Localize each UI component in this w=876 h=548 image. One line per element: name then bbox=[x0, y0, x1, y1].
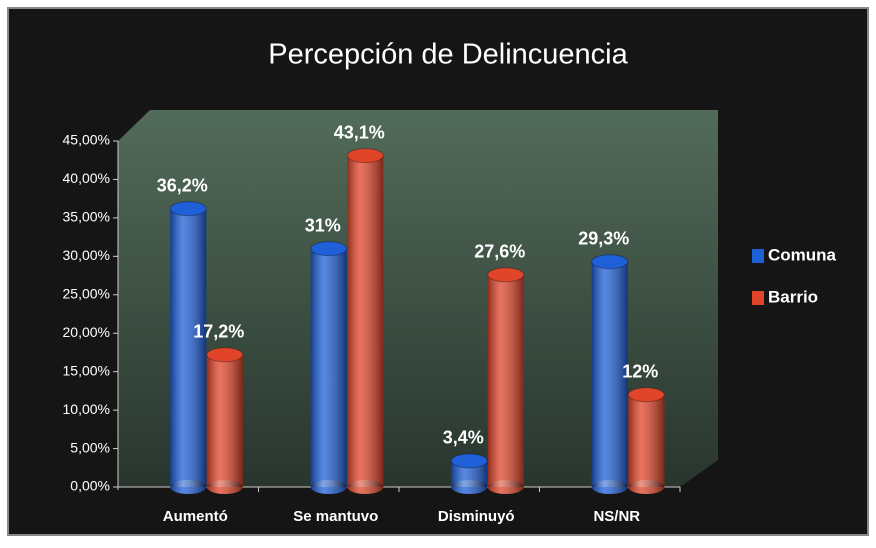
bar-shade bbox=[591, 261, 628, 487]
y-tick-label: 20,00% bbox=[63, 324, 110, 340]
y-tick-label: 0,00% bbox=[70, 478, 110, 494]
bar-base-shade bbox=[206, 480, 243, 494]
y-tick-label: 30,00% bbox=[63, 247, 110, 263]
value-label: 29,3% bbox=[578, 228, 629, 248]
bar-base-shade bbox=[310, 480, 347, 494]
value-label: 31% bbox=[305, 215, 341, 235]
y-tick-label: 5,00% bbox=[70, 439, 110, 455]
bar-base-shade bbox=[347, 480, 384, 494]
y-tick-label: 10,00% bbox=[63, 401, 110, 417]
bar-shade bbox=[170, 208, 207, 487]
bar-base-shade bbox=[487, 480, 524, 494]
value-label: 12% bbox=[622, 361, 658, 381]
value-label: 43,1% bbox=[334, 122, 385, 142]
y-tick-label: 40,00% bbox=[63, 170, 110, 186]
y-tick-label: 25,00% bbox=[63, 285, 110, 301]
bar-shade bbox=[206, 354, 243, 487]
bar-top bbox=[627, 387, 665, 403]
bar-top bbox=[450, 453, 488, 469]
chart-title: Percepción de Delincuencia bbox=[268, 39, 628, 71]
bar-shade bbox=[628, 394, 665, 487]
bar-shade bbox=[487, 274, 524, 487]
legend-swatch bbox=[752, 249, 764, 263]
value-label: 3,4% bbox=[443, 428, 484, 448]
x-tick-label: Disminuyó bbox=[438, 508, 515, 525]
x-tick-label: Aumentó bbox=[163, 508, 228, 525]
bar-shade bbox=[310, 248, 347, 487]
legend-label: Barrio bbox=[768, 287, 818, 306]
x-tick-label: NS/NR bbox=[593, 508, 640, 525]
bar-top bbox=[346, 148, 384, 164]
x-tick-label: Se mantuvo bbox=[293, 508, 378, 525]
bar-top bbox=[169, 201, 207, 217]
y-tick-label: 15,00% bbox=[63, 362, 110, 378]
value-label: 36,2% bbox=[157, 175, 208, 195]
legend-label: Comuna bbox=[768, 245, 837, 264]
value-label: 27,6% bbox=[474, 242, 525, 262]
y-tick-label: 35,00% bbox=[63, 209, 110, 225]
bar-base-shade bbox=[170, 480, 207, 494]
bar-base-shade bbox=[628, 480, 665, 494]
bar-top bbox=[310, 241, 348, 257]
bar-top bbox=[206, 347, 244, 363]
bar-top bbox=[591, 254, 629, 270]
bar-shade bbox=[347, 155, 384, 487]
bar-base-shade bbox=[451, 480, 488, 494]
bar-base-shade bbox=[591, 480, 628, 494]
value-label: 17,2% bbox=[193, 322, 244, 342]
plot-wall bbox=[118, 110, 718, 487]
y-tick-label: 45,00% bbox=[63, 132, 110, 148]
bar-top bbox=[487, 267, 525, 283]
legend-swatch bbox=[752, 291, 764, 305]
